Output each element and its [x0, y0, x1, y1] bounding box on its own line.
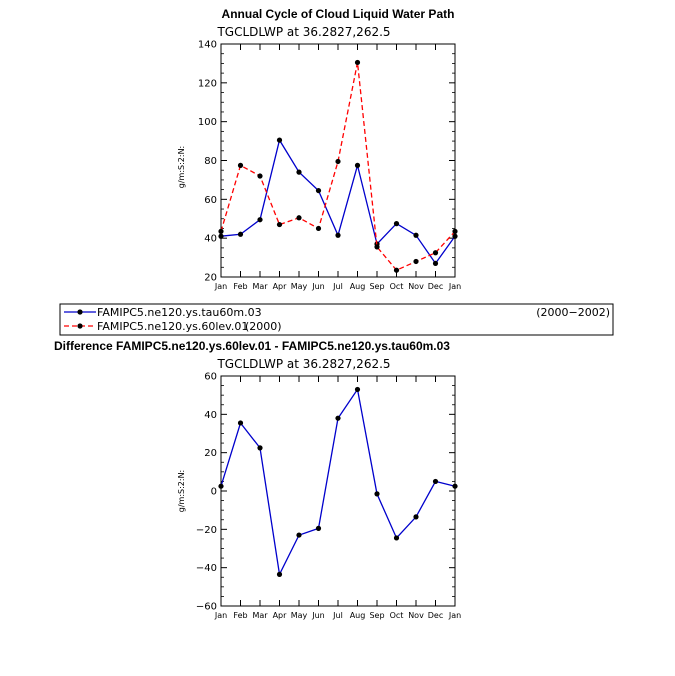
- data-point: [276, 221, 283, 228]
- data-point: [335, 415, 341, 421]
- y-tick-label: 120: [198, 78, 217, 89]
- data-point: [393, 221, 400, 227]
- data-point: [218, 228, 224, 234]
- y-tick-label: 80: [204, 156, 217, 167]
- data-point: [296, 169, 302, 175]
- data-point: [257, 217, 263, 223]
- y-tick-label: 0: [211, 487, 217, 498]
- data-point: [374, 491, 380, 497]
- x-tick-label: Aug: [350, 611, 366, 620]
- data-point: [257, 445, 263, 451]
- data-point: [218, 233, 224, 239]
- chart1-plot-area: 20 40 60 80 100 120 140 Jan Feb Mar Apr May Jun Jul Au…: [198, 40, 461, 292]
- y-tick-label: 140: [198, 40, 217, 51]
- x-tick-label: Jul: [332, 611, 343, 620]
- data-point: [315, 225, 322, 232]
- data-point: [276, 137, 283, 143]
- x-tick-label: Mar: [252, 611, 268, 620]
- data-point: [432, 260, 439, 267]
- x-tick-label: Jan: [214, 611, 227, 620]
- data-point: [315, 525, 322, 531]
- data-point: [335, 158, 341, 165]
- data-point: [315, 187, 322, 194]
- y-tick-label: 60: [204, 195, 217, 206]
- data-point: [452, 233, 458, 239]
- chart2-plot-area: −60 −40 −20 0 20 40 60 Jan Feb Mar Apr May Jun Jul Aug…: [196, 372, 461, 621]
- data-point: [276, 571, 283, 577]
- data-point: [354, 162, 361, 168]
- x-tick-label: Jun: [311, 282, 325, 291]
- chart2-subtitle: TGCLDLWP at 36.2827,262.5: [216, 357, 390, 371]
- x-tick-label: Apr: [273, 611, 288, 620]
- chart1-ylabel: g/m:S:2:N:: [177, 146, 186, 189]
- y-tick-label: 20: [204, 273, 217, 284]
- data-point: [432, 478, 439, 485]
- x-tick-label: Feb: [233, 611, 247, 620]
- chart1-subtitle: TGCLDLWP at 36.2827,262.5: [216, 25, 390, 39]
- data-point: [354, 386, 361, 393]
- x-tick-label: Oct: [390, 282, 404, 291]
- y-tick-label: 40: [204, 234, 217, 245]
- legend-period-series1: (2000−2002): [536, 306, 610, 319]
- y-tick-label: 40: [204, 410, 217, 421]
- data-point: [237, 231, 244, 237]
- data-point: [413, 258, 419, 265]
- x-tick-label: Mar: [252, 282, 268, 291]
- data-point: [335, 232, 341, 238]
- x-tick-label: May: [291, 611, 308, 620]
- legend-label-series2: FAMIPC5.ne120.ys.60lev.01: [97, 320, 248, 333]
- chart2-ylabel: g/m:S:2:N:: [177, 470, 186, 513]
- x-tick-label: Jan: [214, 282, 227, 291]
- legend-marker-series1: [77, 309, 83, 315]
- x-tick-label: Nov: [408, 611, 424, 620]
- y-tick-label: −60: [196, 602, 217, 613]
- data-point: [374, 244, 380, 250]
- data-point: [237, 420, 244, 426]
- y-tick-label: −40: [196, 563, 217, 574]
- data-point: [296, 215, 302, 221]
- data-point: [452, 483, 458, 489]
- data-point: [296, 532, 302, 538]
- x-tick-label: May: [291, 282, 308, 291]
- data-point: [413, 514, 419, 520]
- data-point: [452, 228, 458, 234]
- x-tick-label: Jun: [311, 611, 325, 620]
- data-point: [354, 59, 361, 66]
- legend-box: [59, 303, 614, 336]
- legend: FAMIPC5.ne120.ys.tau60m.03 (2000−2002) F…: [59, 303, 614, 336]
- x-tick-label: Sep: [369, 282, 384, 291]
- x-tick-label: Oct: [390, 611, 404, 620]
- chart2-title: Difference FAMIPC5.ne120.ys.60lev.01 - F…: [54, 339, 450, 353]
- x-tick-label: Sep: [369, 611, 384, 620]
- x-tick-label: Apr: [273, 282, 288, 291]
- x-tick-label: Nov: [408, 282, 424, 291]
- x-tick-label: Dec: [428, 611, 443, 620]
- data-point: [257, 173, 263, 179]
- data-point: [393, 535, 400, 541]
- data-point: [432, 250, 439, 256]
- legend-label-series1: FAMIPC5.ne120.ys.tau60m.03: [97, 306, 262, 319]
- data-point: [393, 267, 400, 273]
- data-point: [237, 162, 244, 168]
- x-tick-label: Dec: [428, 282, 443, 291]
- legend-marker-series2: [77, 323, 83, 329]
- y-tick-label: −20: [196, 525, 217, 536]
- x-tick-label: Jan: [448, 611, 461, 620]
- x-tick-label: Feb: [233, 282, 247, 291]
- series-line-2: [220, 62, 456, 271]
- x-tick-label: Jul: [332, 282, 343, 291]
- chart2-frame: [220, 375, 456, 607]
- y-tick-label: 20: [204, 448, 217, 459]
- data-point: [218, 483, 224, 489]
- legend-period-series2: (2000): [245, 320, 282, 333]
- data-point: [413, 232, 419, 238]
- y-tick-label: 100: [198, 117, 217, 128]
- y-tick-label: 60: [204, 372, 217, 383]
- x-tick-label: Jan: [448, 282, 461, 291]
- x-tick-label: Aug: [350, 282, 366, 291]
- chart1-title: Annual Cycle of Cloud Liquid Water Path: [222, 7, 455, 21]
